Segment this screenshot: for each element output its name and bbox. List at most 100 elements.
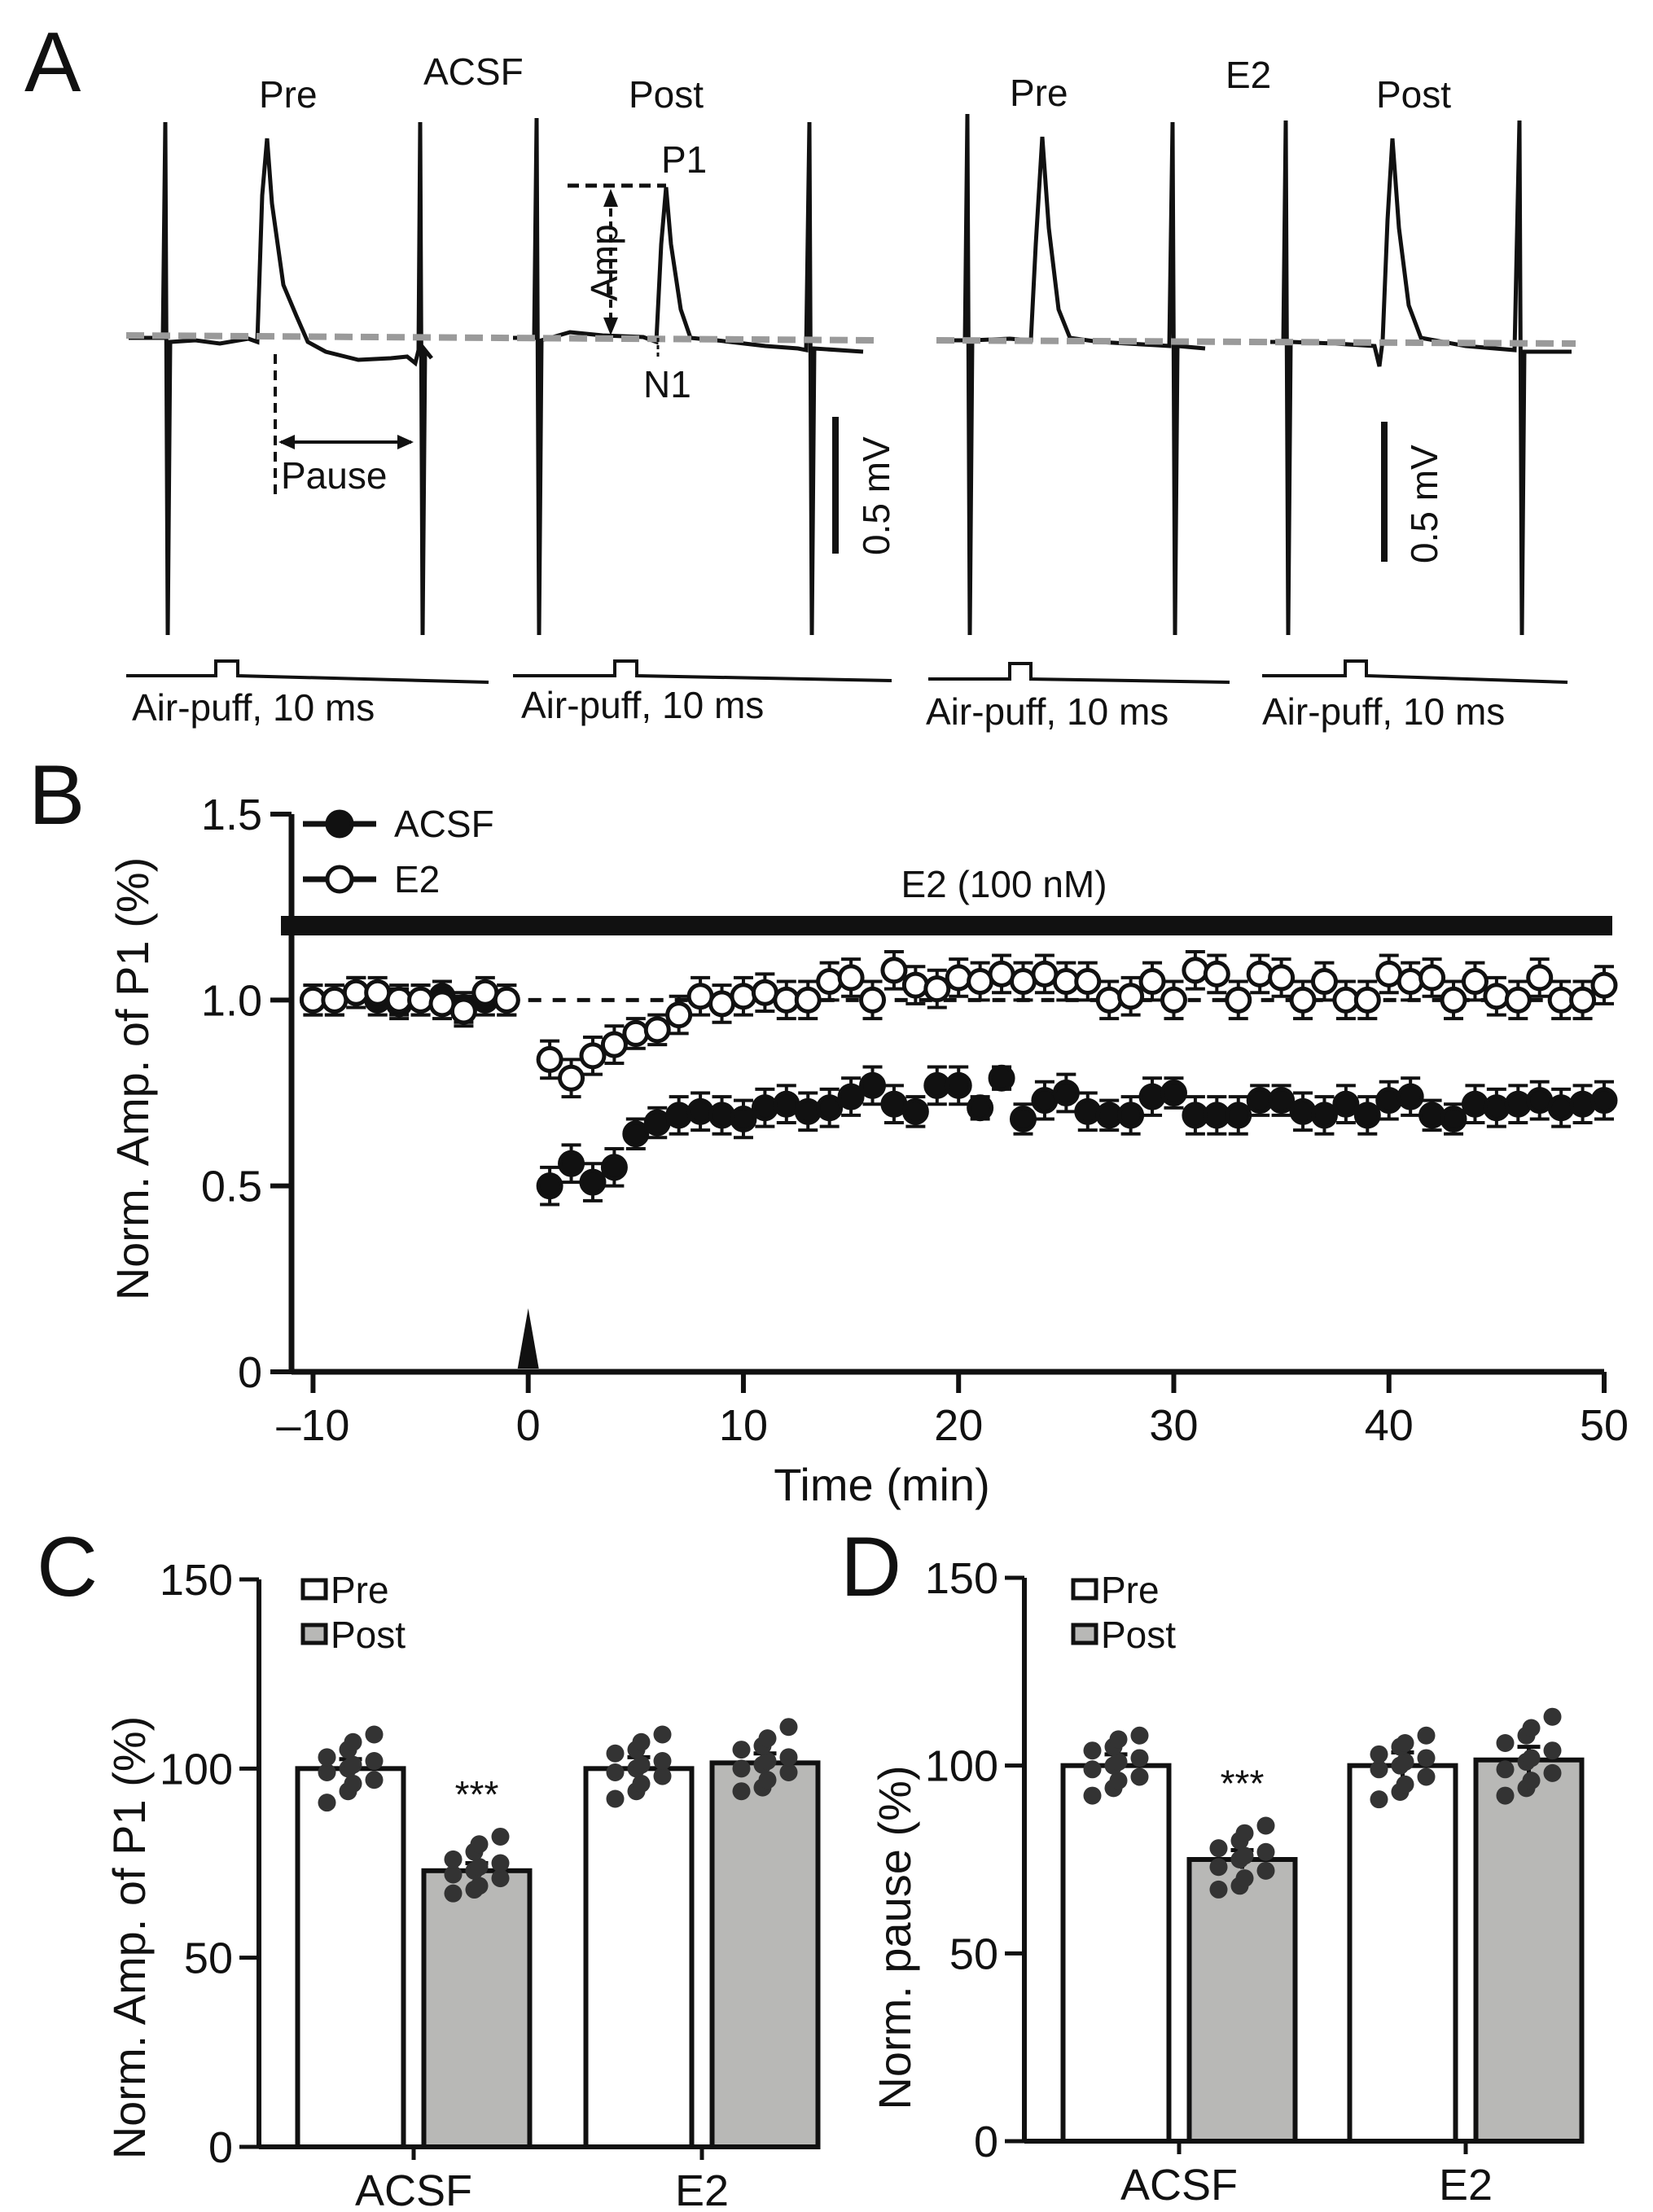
legend-marker: [325, 809, 354, 839]
bar-post-acsf: [1186, 1857, 1298, 2144]
panel-b-xtick-label: 30: [1149, 1401, 1198, 1450]
data-point: [1095, 1102, 1123, 1129]
individual-data-point: [732, 1782, 751, 1801]
individual-data-point: [318, 1748, 336, 1767]
individual-data-point: [632, 1774, 651, 1793]
data-point: [730, 983, 757, 1010]
individual-data-point: [491, 1854, 510, 1873]
data-point: [1332, 1090, 1360, 1118]
data-point: [536, 1045, 563, 1073]
data-point: [1547, 1094, 1575, 1122]
individual-data-point: [365, 1752, 384, 1771]
drug-application-label: E2 (100 nM): [901, 863, 1107, 905]
panel-c-ylabel: Norm. Amp. of P1 (%): [103, 1716, 155, 2160]
panel-b-ytick-label: 0: [238, 1348, 262, 1397]
data-point: [1009, 1105, 1037, 1132]
data-point: [1504, 986, 1532, 1014]
category-label-acsf: ACSF: [1120, 2161, 1238, 2210]
data-point: [1182, 957, 1209, 984]
panel-b: B Norm. Amp. of P1 (%) Time (min) 0 0.5 1.…: [28, 748, 1629, 1510]
individual-data-point: [732, 1741, 751, 1759]
bar-pre-acsf: [1060, 1763, 1172, 2144]
individual-data-point: [1209, 1839, 1228, 1858]
data-point: [1246, 960, 1274, 988]
stimulus-trace-1: [126, 659, 489, 684]
data-point: [794, 986, 822, 1014]
data-point: [1590, 1087, 1618, 1115]
panel-a-letter: A: [24, 15, 81, 110]
panel-b-xtick-label: 40: [1365, 1401, 1414, 1450]
individual-data-point: [606, 1789, 625, 1808]
individual-data-point: [1083, 1760, 1102, 1779]
data-point: [1504, 1090, 1532, 1118]
data-point: [1353, 1102, 1381, 1129]
data-point: [1095, 986, 1123, 1014]
stimulus-label-2: Air-puff, 10 ms: [521, 684, 764, 726]
individual-data-point: [1396, 1775, 1414, 1794]
individual-data-point: [1543, 1741, 1562, 1760]
panel-b-ytick-label: 0.5: [201, 1163, 262, 1211]
ytick-label: 50: [184, 1934, 233, 1983]
individual-data-point: [491, 1869, 510, 1888]
data-point: [1483, 983, 1510, 1010]
data-point: [1547, 986, 1575, 1014]
data-point: [773, 1090, 800, 1118]
individual-data-point: [1109, 1753, 1128, 1772]
data-point: [558, 1064, 585, 1092]
bar-post-e2: [709, 1760, 821, 2149]
data-point: [1031, 960, 1059, 988]
individual-data-point: [470, 1858, 489, 1877]
data-point: [708, 990, 736, 1018]
individual-data-point: [344, 1755, 362, 1774]
data-point: [1268, 964, 1296, 992]
data-point: [816, 968, 844, 995]
data-point: [1375, 1087, 1403, 1115]
data-point: [1052, 1080, 1080, 1106]
data-point: [773, 986, 800, 1014]
data-point: [622, 1120, 650, 1148]
data-point: [579, 1042, 607, 1070]
data-point: [493, 986, 520, 1014]
data-point: [536, 1172, 563, 1200]
data-point: [407, 986, 435, 1014]
data-point: [579, 1168, 607, 1196]
individual-data-point: [1522, 1719, 1541, 1737]
acsf-pre-trace: [129, 121, 433, 636]
data-point: [859, 1071, 887, 1099]
individual-data-point: [1417, 1767, 1436, 1786]
individual-data-point: [470, 1877, 489, 1895]
data-point: [1396, 1083, 1424, 1110]
individual-data-point: [444, 1865, 463, 1884]
acsf-post-label: Post: [629, 73, 704, 116]
stimulus-label-1: Air-puff, 10 ms: [132, 686, 375, 729]
acsf-scale-bar-label: 0.5 mV: [855, 436, 897, 555]
data-point: [794, 1097, 822, 1125]
stimulus-trace-4: [1262, 659, 1568, 684]
data-point: [558, 1150, 585, 1177]
data-point: [364, 979, 392, 1006]
legend-label-acsf: ACSF: [394, 803, 494, 845]
individual-data-point: [1370, 1760, 1388, 1779]
ytick-label: 150: [925, 1554, 998, 1603]
e2-pre-trace: [940, 113, 1206, 636]
data-point: [1353, 986, 1381, 1014]
individual-data-point: [318, 1763, 336, 1781]
panel-b-axes: 0 0.5 1.0 1.5 –10 0 10 20 30 40 50: [201, 791, 1629, 1450]
bar-post-e2: [1473, 1757, 1585, 2144]
data-point: [1117, 983, 1145, 1010]
ytick-label: 100: [160, 1745, 233, 1794]
individual-data-point: [1370, 1745, 1388, 1763]
panel-b-xtick-label: 0: [516, 1401, 541, 1450]
category-label-e2: E2: [1439, 2161, 1493, 2210]
data-point: [299, 986, 327, 1014]
data-point: [901, 1097, 929, 1125]
individual-data-point: [1109, 1730, 1128, 1749]
panel-c: C Norm. Amp. of P1 (%) 0 50 100 150 ACSF E2 **…: [37, 1520, 821, 2212]
data-point: [880, 1090, 908, 1118]
individual-data-point: [653, 1752, 672, 1771]
legend-label-pre: Pre: [1101, 1569, 1160, 1611]
acsf-baseline-dashed: [125, 332, 876, 344]
individual-data-point: [1235, 1846, 1254, 1865]
